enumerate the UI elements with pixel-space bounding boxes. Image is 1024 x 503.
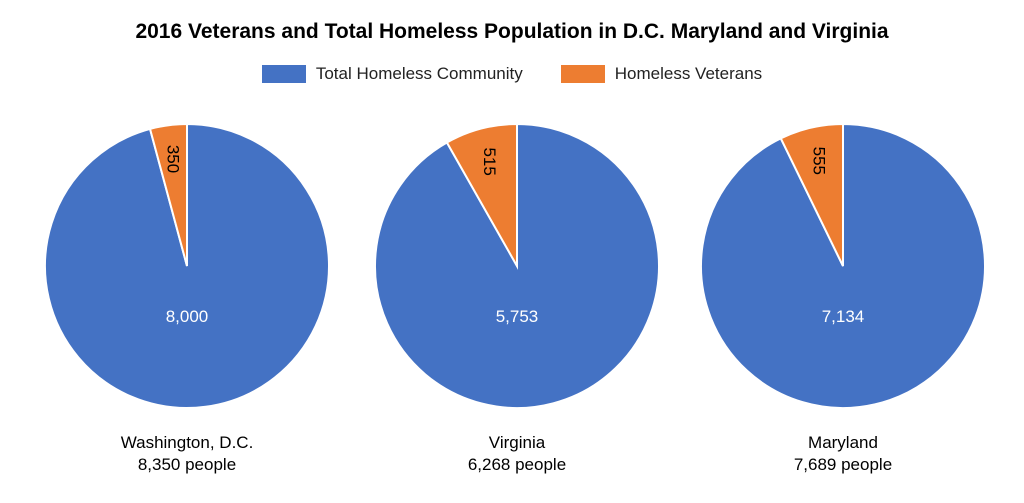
slice-label-total: 7,134 xyxy=(822,307,865,326)
pie-caption-dc: Washington, D.C. 8,350 people xyxy=(67,432,307,476)
pie-name: Virginia xyxy=(488,433,546,452)
pie-total: 6,268 people xyxy=(467,455,567,474)
slice-label-total: 5,753 xyxy=(496,307,539,326)
pie-slice-veterans[interactable] xyxy=(779,122,844,267)
pie-slice-veterans[interactable] xyxy=(148,122,188,267)
slice-label-veterans: 350 xyxy=(163,145,182,173)
pie-caption-virginia: Virginia 6,268 people xyxy=(397,432,637,476)
legend-item-total[interactable]: Total Homeless Community xyxy=(261,64,523,84)
pie-total: 8,350 people xyxy=(137,455,237,474)
legend-label-total: Total Homeless Community xyxy=(315,64,523,83)
slice-label-veterans: 515 xyxy=(480,147,499,175)
pie-name: Washington, D.C. xyxy=(120,433,254,452)
slice-label-veterans: 555 xyxy=(809,147,828,175)
pie-slice-veterans[interactable] xyxy=(445,122,518,270)
legend-swatch-total xyxy=(261,65,306,83)
legend-item-veterans[interactable]: Homeless Veterans xyxy=(560,64,763,84)
pie-caption-maryland: Maryland 7,689 people xyxy=(723,432,963,476)
pie-name: Maryland xyxy=(808,433,878,452)
chart-title: 2016 Veterans and Total Homeless Populat… xyxy=(135,20,889,43)
pie-total: 7,689 people xyxy=(793,455,893,474)
legend-swatch-veterans xyxy=(560,65,605,83)
legend-label-veterans: Homeless Veterans xyxy=(614,64,763,83)
legend: Total Homeless Community Homeless Vetera… xyxy=(0,64,1024,84)
slice-label-total: 8,000 xyxy=(166,307,209,326)
